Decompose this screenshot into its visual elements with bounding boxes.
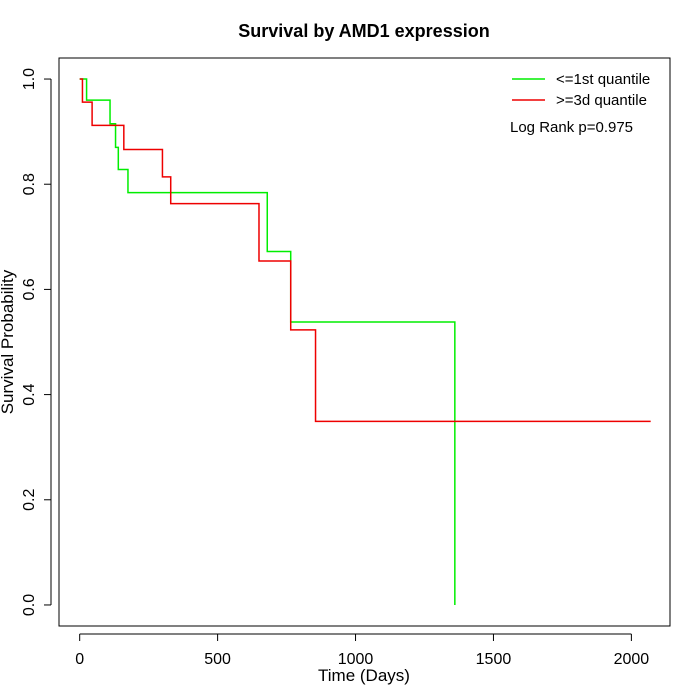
y-axis-label: Survival Probability bbox=[0, 269, 17, 414]
x-tick-label: 2000 bbox=[614, 651, 650, 668]
y-tick-label: 0.8 bbox=[21, 173, 38, 195]
series-line-2 bbox=[79, 78, 651, 423]
legend: <=1st quantile >=3d quantile bbox=[512, 71, 650, 109]
x-tick-label: 1000 bbox=[338, 651, 374, 668]
y-axis: 0.0 0.2 0.4 0.6 0.8 1.0 bbox=[21, 68, 52, 616]
x-tick-label: 1500 bbox=[476, 651, 512, 668]
series-layer bbox=[79, 78, 651, 605]
x-axis: 0 500 1000 1500 2000 bbox=[75, 633, 650, 668]
y-tick-label: 0.2 bbox=[21, 489, 38, 511]
y-tick-label: 0.4 bbox=[21, 383, 38, 405]
x-tick-label: 500 bbox=[204, 651, 231, 668]
x-tick-label: 0 bbox=[75, 651, 84, 668]
y-tick-label: 1.0 bbox=[21, 68, 38, 90]
plot-frame bbox=[58, 57, 671, 627]
legend-label: >=3d quantile bbox=[556, 92, 647, 109]
series-line-1 bbox=[79, 78, 456, 605]
legend-label: <=1st quantile bbox=[556, 71, 650, 88]
x-axis-label: Time (Days) bbox=[318, 666, 410, 685]
chart-title: Survival by AMD1 expression bbox=[238, 21, 489, 41]
y-tick-label: 0.0 bbox=[21, 594, 38, 616]
log-rank-annotation: Log Rank p=0.975 bbox=[510, 119, 633, 136]
y-tick-label: 0.6 bbox=[21, 278, 38, 300]
